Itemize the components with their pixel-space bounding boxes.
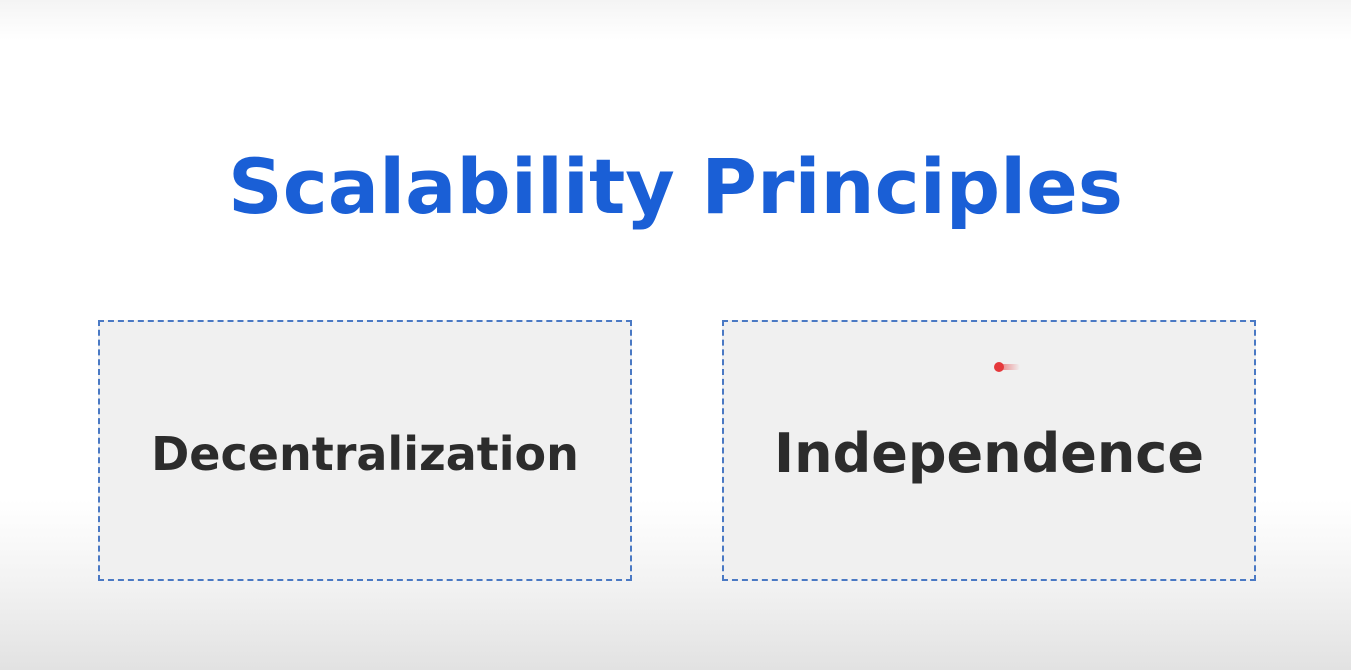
principle-label: Decentralization [151,426,579,481]
principle-card-independence: Independence [722,320,1256,581]
principle-label: Independence [774,422,1204,485]
laser-pointer-icon [994,361,1020,373]
laser-pointer-dot [994,362,1004,372]
principle-card-decentralization: Decentralization [98,320,632,581]
laser-pointer-trail [1000,364,1020,370]
slide-title: Scalability Principles [228,142,1123,231]
